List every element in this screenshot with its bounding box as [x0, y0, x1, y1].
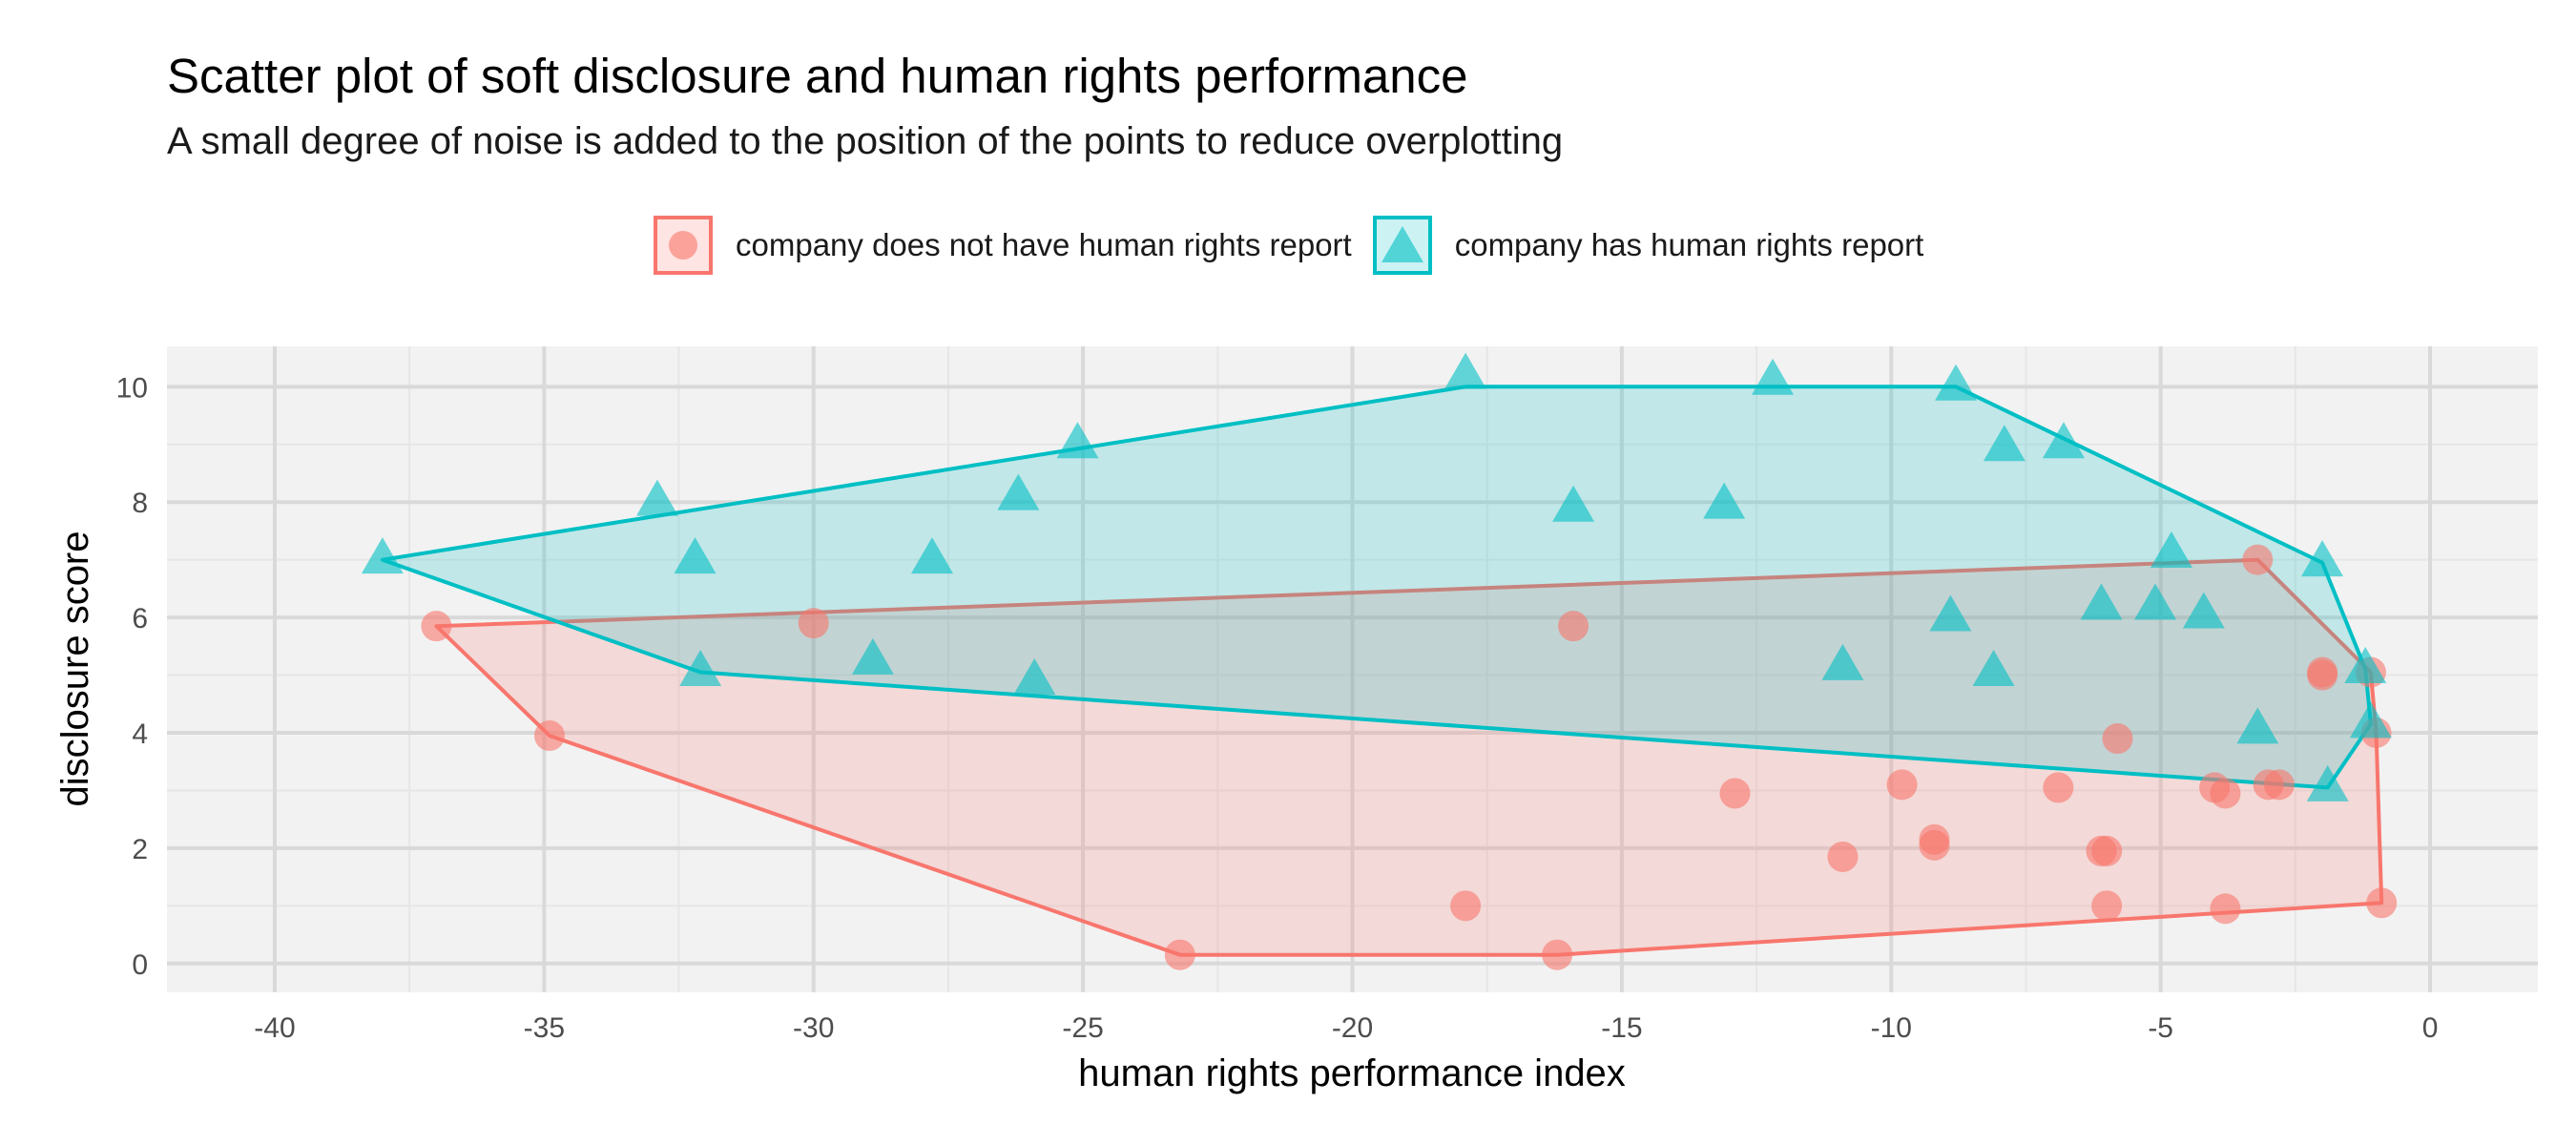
data-point-triangle [1552, 485, 1595, 522]
data-point-triangle [1821, 643, 1864, 680]
y-axis-title: disclosure score [54, 531, 96, 806]
data-point-circle [2307, 656, 2338, 688]
data-point-circle [2102, 723, 2133, 755]
data-point-triangle [2236, 707, 2279, 744]
legend-key-triangle-icon [1372, 216, 1432, 275]
data-point-circle [2263, 769, 2295, 801]
x-tick-label: -40 [254, 1012, 295, 1044]
legend-label-no-report: company does not have human rights repor… [736, 227, 1352, 262]
data-point-circle [421, 611, 452, 642]
data-point-circle [533, 720, 565, 752]
data-point-triangle [635, 479, 678, 516]
data-point-circle [2091, 890, 2123, 922]
data-point-triangle [2150, 531, 2192, 569]
x-tick-label: -10 [1871, 1012, 1912, 1044]
x-tick-label: -5 [2148, 1012, 2173, 1044]
y-tick-label: 2 [132, 834, 148, 865]
data-point-triangle [2344, 646, 2387, 683]
data-point-triangle [2043, 422, 2085, 459]
data-point-circle [1886, 769, 1918, 801]
chart-subtitle: A small degree of noise is added to the … [167, 120, 1564, 162]
x-axis-tick-labels: -40 -35 -30 -25 -20 -15 -10 -5 0 [254, 1012, 2438, 1044]
data-point-circle [798, 608, 829, 639]
data-point-triangle [1972, 649, 2015, 686]
x-tick-label: -20 [1332, 1012, 1373, 1044]
x-axis-title: human rights performance index [1078, 1052, 1626, 1094]
data-point-circle [1450, 890, 1482, 922]
circle-marker-icon [669, 231, 697, 260]
legend-label-has-report: company has human rights report [1454, 227, 1924, 262]
y-axis-tick-labels: 0 2 4 6 8 10 [116, 372, 148, 980]
data-point-triangle [910, 537, 953, 574]
chart-title: Scatter plot of soft disclosure and huma… [167, 49, 1468, 103]
x-tick-label: -35 [524, 1012, 565, 1044]
data-point-triangle [1983, 425, 2025, 462]
data-point-triangle [997, 473, 1040, 510]
y-tick-label: 4 [132, 718, 148, 750]
data-points [361, 352, 2398, 970]
y-tick-label: 6 [132, 603, 148, 635]
data-point-triangle [2301, 540, 2344, 577]
x-tick-label: -25 [1062, 1012, 1103, 1044]
y-tick-label: 0 [132, 949, 148, 981]
hull-polygons [380, 385, 2384, 957]
data-point-triangle [1703, 482, 1746, 519]
data-point-circle [2366, 887, 2398, 919]
data-point-circle [1719, 778, 1751, 809]
data-point-triangle [851, 637, 894, 675]
data-point-triangle [679, 649, 722, 686]
data-point-triangle [2349, 701, 2392, 739]
data-point-triangle [2134, 583, 2177, 620]
legend-item-no-report[interactable]: company does not have human rights repor… [654, 216, 1352, 275]
data-point-triangle [1444, 352, 1487, 389]
data-point-circle [2043, 772, 2074, 803]
x-tick-label: -15 [1601, 1012, 1642, 1044]
data-point-circle [1919, 829, 1950, 861]
data-point-circle [1542, 939, 1573, 970]
data-point-triangle [2306, 764, 2349, 802]
data-point-triangle [1752, 358, 1795, 395]
y-tick-label: 10 [116, 372, 148, 404]
data-point-circle [2242, 544, 2274, 575]
data-point-circle [2210, 893, 2241, 925]
data-point-triangle [1935, 364, 1978, 401]
legend-key-circle-icon [654, 216, 713, 275]
data-point-circle [1827, 841, 1859, 872]
data-point-circle [2210, 778, 2241, 809]
data-point-triangle [674, 537, 717, 574]
data-point-circle [2091, 835, 2123, 866]
data-point-triangle [1929, 594, 1972, 632]
x-tick-label: -30 [793, 1012, 834, 1044]
data-point-triangle [1056, 422, 1099, 459]
y-tick-label: 8 [132, 488, 148, 519]
data-point-triangle [1013, 658, 1056, 696]
data-point-circle [1558, 611, 1589, 642]
data-point-circle [1164, 939, 1195, 970]
legend: company does not have human rights repor… [654, 212, 1944, 279]
data-point-triangle [2080, 583, 2123, 620]
triangle-marker-icon [1381, 226, 1423, 262]
x-tick-label: 0 [2422, 1012, 2439, 1044]
legend-item-has-report[interactable]: company has human rights report [1372, 216, 1924, 275]
data-point-triangle [361, 537, 404, 574]
data-point-triangle [2182, 592, 2225, 629]
